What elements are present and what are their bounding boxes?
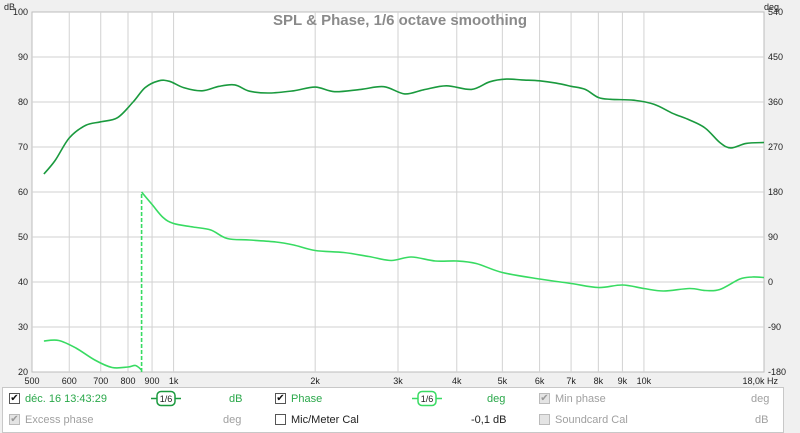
chart-title: SPL & Phase, 1/6 octave smoothing (273, 12, 527, 29)
spl-series-line (43, 78, 765, 175)
excess-phase-unit: deg (223, 414, 242, 426)
x-tick-label: 6k (535, 376, 545, 386)
x-tick-label: 8k (594, 376, 604, 386)
legend-row-calibration: ✔ Excess phase deg Mic/Meter Cal -0,1 dB… (3, 410, 783, 431)
x-tick-label: 5k (498, 376, 508, 386)
left-tick-label: 80 (18, 97, 28, 107)
soundcard-cal-unit: dB (755, 414, 769, 426)
left-tick-label: 70 (18, 142, 28, 152)
mic-meter-cal-checkbox[interactable] (275, 414, 286, 425)
excess-phase-checkbox[interactable]: ✔ (9, 414, 20, 425)
x-tick-label: 3k (393, 376, 403, 386)
min-phase-checkbox[interactable]: ✔ (539, 393, 550, 404)
right-tick-label: 270 (768, 142, 783, 152)
right-tick-label: 90 (768, 232, 778, 242)
left-axis-unit: dB (4, 2, 15, 12)
legend-row-spl-phase: ✔ déc. 16 13:43:29 1/6 dB ✔ Phase 1/6 de… (3, 389, 783, 410)
series-layer (43, 78, 765, 372)
x-axis-ticks: 500 600 700 800 900 1k 2k 3k 4k 5k 6k 7k 8k 9k 10k 18,0… (24, 376, 778, 386)
phase-smoothing-label: 1/6 (421, 394, 434, 404)
phase-series-line (43, 339, 143, 371)
left-tick-label: 30 (18, 322, 28, 332)
spl-unit-label: dB (229, 393, 243, 405)
right-tick-label: 360 (768, 97, 783, 107)
legend-panel: ✔ déc. 16 13:43:29 1/6 dB ✔ Phase 1/6 de… (2, 387, 784, 433)
soundcard-cal-label[interactable]: Soundcard Cal (555, 414, 628, 426)
excess-phase-label[interactable]: Excess phase (25, 414, 94, 426)
phase-unit-label: deg (487, 393, 506, 405)
x-tick-label: 800 (120, 376, 135, 386)
measurement-label[interactable]: déc. 16 13:43:29 (25, 393, 107, 405)
x-tick-label: 500 (24, 376, 39, 386)
right-axis-ticks: 540 450 360 270 180 90 0 -90 -180 (768, 7, 786, 377)
left-tick-label: 40 (18, 277, 28, 287)
right-tick-label: -180 (768, 367, 786, 377)
left-tick-label: 90 (18, 52, 28, 62)
left-tick-label: 50 (18, 232, 28, 242)
grid-lines (32, 12, 764, 372)
phase-smoothing-button[interactable]: 1/6 (410, 390, 444, 407)
x-tick-label: 900 (145, 376, 160, 386)
phase-label[interactable]: Phase (291, 393, 323, 405)
right-tick-label: -90 (768, 322, 781, 332)
x-tick-label: 18,0k Hz (742, 376, 778, 386)
phase-visible-checkbox[interactable]: ✔ (275, 393, 286, 404)
mic-cal-value: -0,1 dB (471, 414, 507, 426)
x-tick-label: 9k (618, 376, 628, 386)
x-tick-label: 4k (452, 376, 462, 386)
spl-smoothing-button[interactable]: 1/6 (149, 390, 183, 407)
mic-meter-cal-label[interactable]: Mic/Meter Cal (291, 414, 359, 426)
min-phase-unit: deg (751, 393, 770, 405)
spl-smoothing-label: 1/6 (160, 394, 173, 404)
right-tick-label: 0 (768, 277, 773, 287)
left-tick-label: 100 (13, 7, 28, 17)
left-tick-label: 60 (18, 187, 28, 197)
x-tick-label: 2k (310, 376, 320, 386)
soundcard-cal-checkbox[interactable] (539, 414, 550, 425)
min-phase-label[interactable]: Min phase (555, 393, 606, 405)
spl-visible-checkbox[interactable]: ✔ (9, 393, 20, 404)
right-tick-label: 180 (768, 187, 783, 197)
right-tick-label: 450 (768, 52, 783, 62)
x-tick-label: 10k (637, 376, 652, 386)
x-tick-label: 1k (169, 376, 179, 386)
x-tick-label: 700 (93, 376, 108, 386)
x-tick-label: 7k (566, 376, 576, 386)
right-tick-label: 540 (768, 7, 783, 17)
left-axis-ticks: 100 90 80 70 60 50 40 30 20 (13, 7, 28, 377)
left-tick-label: 20 (18, 367, 28, 377)
x-tick-label: 600 (62, 376, 77, 386)
phase-series-line (140, 191, 765, 292)
right-axis-unit: deg (764, 2, 779, 12)
